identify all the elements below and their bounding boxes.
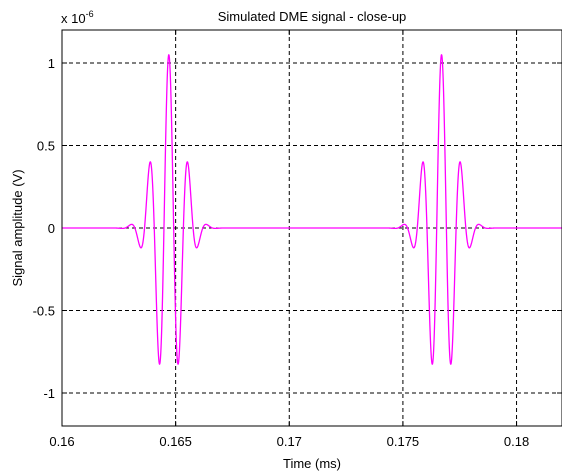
x-tick-label: 0.16	[49, 434, 74, 449]
y-tick-label: 0.5	[37, 139, 55, 154]
y-exponent-label: x 10-6	[61, 9, 94, 26]
plot-border	[61, 29, 562, 427]
x-tick-label: 0.18	[504, 434, 529, 449]
x-tick-label: 0.165	[159, 434, 192, 449]
x-tick-label: 0.175	[387, 434, 420, 449]
y-tick-labels: -1 -0.5 0 0.5 1	[33, 56, 55, 401]
x-axis-label: Time (ms)	[283, 456, 341, 471]
signal-series-line	[62, 54, 562, 365]
x-tick-labels: 0.16 0.165 0.17 0.175 0.18	[49, 434, 529, 449]
y-tick-label: -1	[43, 386, 55, 401]
y-tick-label: 1	[48, 56, 55, 71]
chart-title: Simulated DME signal - close-up	[218, 9, 407, 24]
y-tick-label: 0	[48, 221, 55, 236]
y-tick-label: -0.5	[33, 304, 55, 319]
y-axis-label: Signal amplitude (V)	[10, 169, 25, 286]
x-tick-label: 0.17	[277, 434, 302, 449]
